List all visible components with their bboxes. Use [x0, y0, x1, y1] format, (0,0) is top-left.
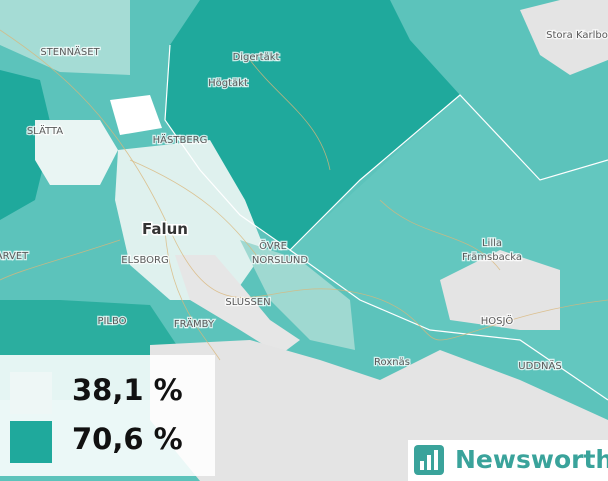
legend-label: 70,6 % — [72, 422, 183, 456]
legend-swatch — [10, 421, 52, 463]
road — [0, 159, 261, 361]
place-label: FRÄMBY — [174, 317, 215, 330]
place-label: ÖVRE — [259, 239, 287, 252]
place-label: ARVET — [0, 251, 29, 262]
lake — [110, 95, 162, 135]
region — [240, 240, 355, 350]
place-label: HOSJÖ — [481, 314, 514, 327]
place-label: SLUSSEN — [225, 297, 270, 308]
place-label: STENNÄSET — [40, 45, 100, 58]
place-label: Högtäkt — [208, 78, 248, 89]
place-labels: STENNÄSET Digertäkt Högtäkt SLÄTTA HÄSTBERG Ö… — [0, 29, 608, 374]
logo-icon — [420, 461, 424, 470]
region — [165, 0, 460, 250]
logo-icon — [427, 455, 431, 470]
place-label: Digertäkt — [233, 52, 280, 63]
legend-swatch — [10, 372, 52, 414]
place-label: UDDNÄS — [518, 359, 561, 372]
place-label: Roxnäs — [374, 357, 410, 368]
place-label: SLÄTTA — [27, 124, 63, 137]
place-label: NORSLUND — [252, 255, 309, 266]
place-label: Stora Karlbo — [546, 30, 608, 41]
logo-text: Newsworthy — [455, 445, 608, 474]
town-label: Falun — [142, 220, 188, 238]
logo-icon — [434, 450, 438, 470]
region — [35, 120, 118, 185]
region — [115, 140, 265, 300]
place-label: HÄSTBERG — [153, 133, 208, 146]
place-label: Lilla — [482, 238, 502, 249]
land-gray — [520, 0, 608, 75]
place-label: PILBO — [97, 316, 126, 327]
road — [249, 59, 501, 271]
place-label: ELSBORG — [121, 255, 169, 266]
road — [0, 29, 608, 341]
place-label: Främsbacka — [462, 252, 522, 263]
lake — [175, 255, 300, 355]
region — [0, 70, 52, 220]
region — [0, 0, 130, 75]
legend-label: 38,1 % — [72, 373, 183, 407]
land-gray — [440, 250, 560, 330]
region-border — [164, 44, 608, 401]
